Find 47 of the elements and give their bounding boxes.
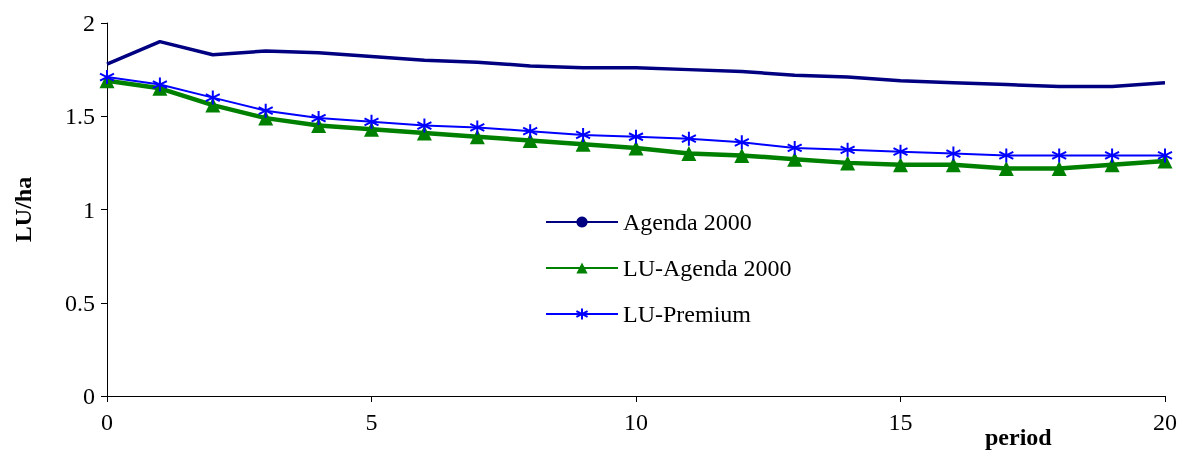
y-tick-label: 1 (83, 196, 95, 223)
point (1157, 147, 1173, 164)
legend-label: LU-Premium (623, 301, 752, 327)
point (945, 157, 961, 173)
point (628, 128, 644, 145)
point (839, 141, 856, 158)
point (998, 160, 1014, 176)
point (575, 126, 592, 143)
point (204, 89, 221, 106)
point (1051, 160, 1067, 176)
point (893, 157, 908, 173)
x-tick-label: 5 (365, 409, 378, 435)
point (998, 147, 1015, 164)
x-tick-label: 20 (1153, 409, 1177, 435)
point (628, 140, 644, 156)
point (151, 76, 168, 93)
point (681, 146, 697, 162)
point (416, 117, 433, 134)
y-tick-label: 1.5 (65, 103, 95, 130)
point (840, 155, 856, 171)
line-series (105, 39, 1167, 89)
point (310, 110, 327, 127)
point (945, 145, 962, 162)
legend-label: Agenda 2000 (623, 209, 752, 235)
point (733, 134, 750, 151)
point (786, 139, 803, 156)
y-tick-label: 2 (83, 10, 95, 36)
point (734, 147, 750, 163)
point (99, 69, 115, 86)
y-tick-label: 0 (83, 383, 95, 409)
legend-label: LU-Agenda 2000 (623, 255, 792, 281)
point (363, 113, 380, 130)
point (1051, 147, 1068, 164)
y-axis-title: LU/ha (10, 176, 36, 243)
point (787, 151, 803, 167)
y-tick-label: 0.5 (65, 289, 95, 316)
x-axis-title: period (985, 424, 1053, 450)
x-tick-label: 10 (624, 409, 648, 435)
point (680, 130, 697, 147)
point (469, 119, 486, 136)
point (892, 143, 909, 160)
point (257, 102, 274, 119)
x-tick-label: 15 (888, 409, 913, 435)
point (1104, 157, 1120, 173)
x-tick-label: 0 (101, 409, 113, 435)
point (522, 123, 539, 140)
point (1104, 147, 1121, 164)
